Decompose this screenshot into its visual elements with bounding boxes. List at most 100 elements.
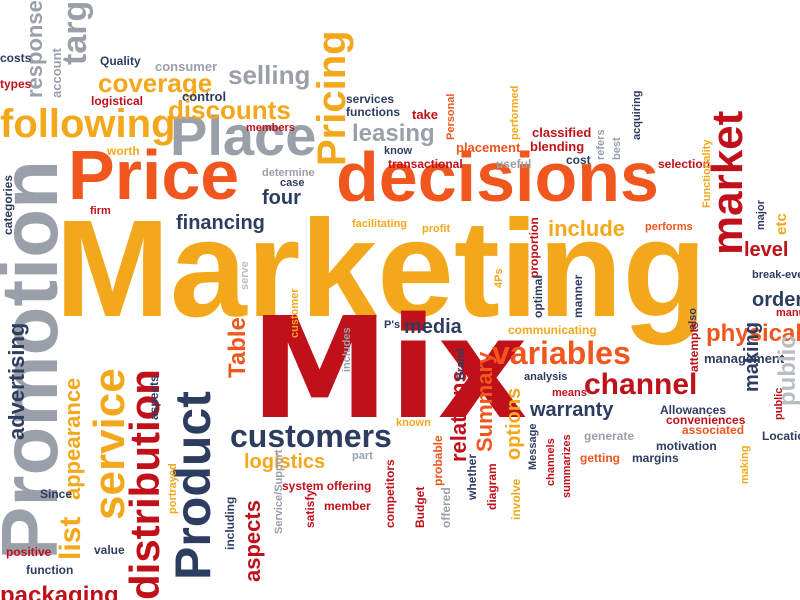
word-relations: relations	[446, 370, 471, 462]
word-manner: proportion	[527, 217, 541, 278]
word-place: Place	[170, 104, 317, 167]
word-financing: financing	[176, 212, 265, 234]
word-getting: getting	[580, 451, 620, 465]
word-consumer: consumer	[155, 59, 218, 74]
word-also: making	[741, 321, 763, 392]
word-blending: blending	[530, 139, 585, 154]
word-value: value	[94, 543, 125, 557]
word-price: Price	[68, 136, 240, 214]
word-firm: firm	[90, 205, 111, 217]
word-personal: best	[611, 137, 623, 160]
word-four: four	[262, 187, 301, 209]
word-functions: functions	[346, 105, 400, 119]
word-system-offering: system offering	[282, 479, 372, 493]
word-services: services	[346, 92, 395, 106]
word-know: know	[384, 145, 413, 157]
word-involve: involve	[509, 478, 523, 520]
word-brand: Brand	[455, 348, 467, 380]
word-coverage: coverage	[98, 68, 213, 98]
word-since: Since	[40, 487, 73, 501]
word-diagram: diagram	[485, 463, 499, 510]
word-whether: whether	[465, 453, 479, 500]
word-location: Location	[762, 429, 800, 443]
word-manufacturer: manufacturer	[776, 307, 800, 319]
word-useful: useful	[496, 157, 532, 171]
word-marketing: Marketing	[55, 192, 707, 346]
word-determine: determine	[262, 167, 315, 179]
word-management: management	[704, 351, 785, 366]
word-leasing: leasing	[352, 120, 435, 147]
word-service-support: including	[223, 496, 237, 550]
word-break-even: break-even	[752, 269, 800, 281]
word-media: media	[404, 316, 462, 338]
word-best: Functionality	[701, 139, 713, 208]
word-table: Table	[224, 317, 251, 378]
word-physical: physical	[706, 320, 800, 347]
word-quality: Quality	[100, 54, 141, 68]
word-profit: profit	[422, 223, 451, 235]
word-costs: costs	[0, 51, 32, 65]
word-warranty: warranty	[530, 399, 614, 421]
word-major: attempts	[687, 321, 701, 372]
word-conveniences: conveniences	[666, 413, 746, 427]
word-acquiring: major	[755, 200, 767, 230]
word-aspects: aspects	[240, 500, 265, 582]
word-packaging: packaging	[0, 582, 119, 600]
word-transactional: transactional	[388, 157, 463, 171]
word-function: function	[26, 563, 74, 577]
word-large: satisfy	[303, 489, 317, 528]
word-classified: classified	[532, 125, 592, 140]
word-channels: channels	[545, 438, 557, 486]
word-portrayed: aspects	[147, 375, 161, 420]
word-probable: probable	[431, 435, 445, 486]
word-members: members	[246, 122, 295, 134]
word-discounts: discounts	[168, 95, 291, 125]
word-communicating: communicating	[508, 323, 597, 337]
word-following: following	[0, 102, 176, 146]
word-level: level	[744, 239, 789, 261]
word-advertising-rotated: advertising	[4, 322, 29, 440]
word-selling: selling	[228, 60, 311, 90]
word-performed: refers	[595, 129, 607, 160]
word-take: take	[412, 107, 439, 122]
word-includes: includes	[341, 327, 353, 372]
word-facilitating: facilitating	[352, 218, 408, 230]
word-options: options	[503, 387, 525, 460]
word-placement: placement	[456, 140, 521, 155]
word-analysis: analysis	[524, 371, 568, 383]
word-decisions: decisions	[336, 138, 659, 216]
word-serve: serve	[239, 261, 251, 290]
word-summary: Summary	[472, 351, 497, 452]
word-offered: offered	[439, 487, 453, 528]
word-known: optimal	[531, 275, 545, 318]
word-part: part	[352, 450, 373, 462]
word-motivation: motivation	[656, 439, 717, 453]
word-control: control	[182, 89, 227, 104]
word-proportion: performed	[509, 85, 521, 140]
word-types: types	[0, 77, 32, 91]
word-refers: acquiring	[631, 90, 643, 140]
word-categories: categories	[1, 174, 15, 235]
word-channel: channel	[584, 368, 698, 401]
word-customer: customer	[289, 288, 301, 338]
word-mix: Mix	[250, 288, 528, 451]
word-generate: generate	[584, 429, 635, 443]
word-ps: P's	[384, 319, 401, 331]
word-potential: Personal	[445, 93, 457, 140]
word-customers: customers	[230, 418, 392, 454]
word-include: include	[548, 216, 626, 241]
word-message: Message	[527, 423, 539, 470]
word-positive: positive	[6, 545, 52, 559]
word-worth: worth	[107, 144, 140, 158]
word-4ps: 4Ps	[493, 268, 505, 288]
word-one: known	[396, 417, 431, 429]
word-including: portrayed	[167, 463, 179, 514]
word-budget: Budget	[413, 486, 427, 528]
word-selection: selection	[658, 157, 711, 171]
word-competitors: competitors	[383, 459, 397, 528]
word-making: making	[739, 445, 751, 484]
word-member: member	[324, 499, 371, 513]
word-means: means	[552, 387, 587, 399]
